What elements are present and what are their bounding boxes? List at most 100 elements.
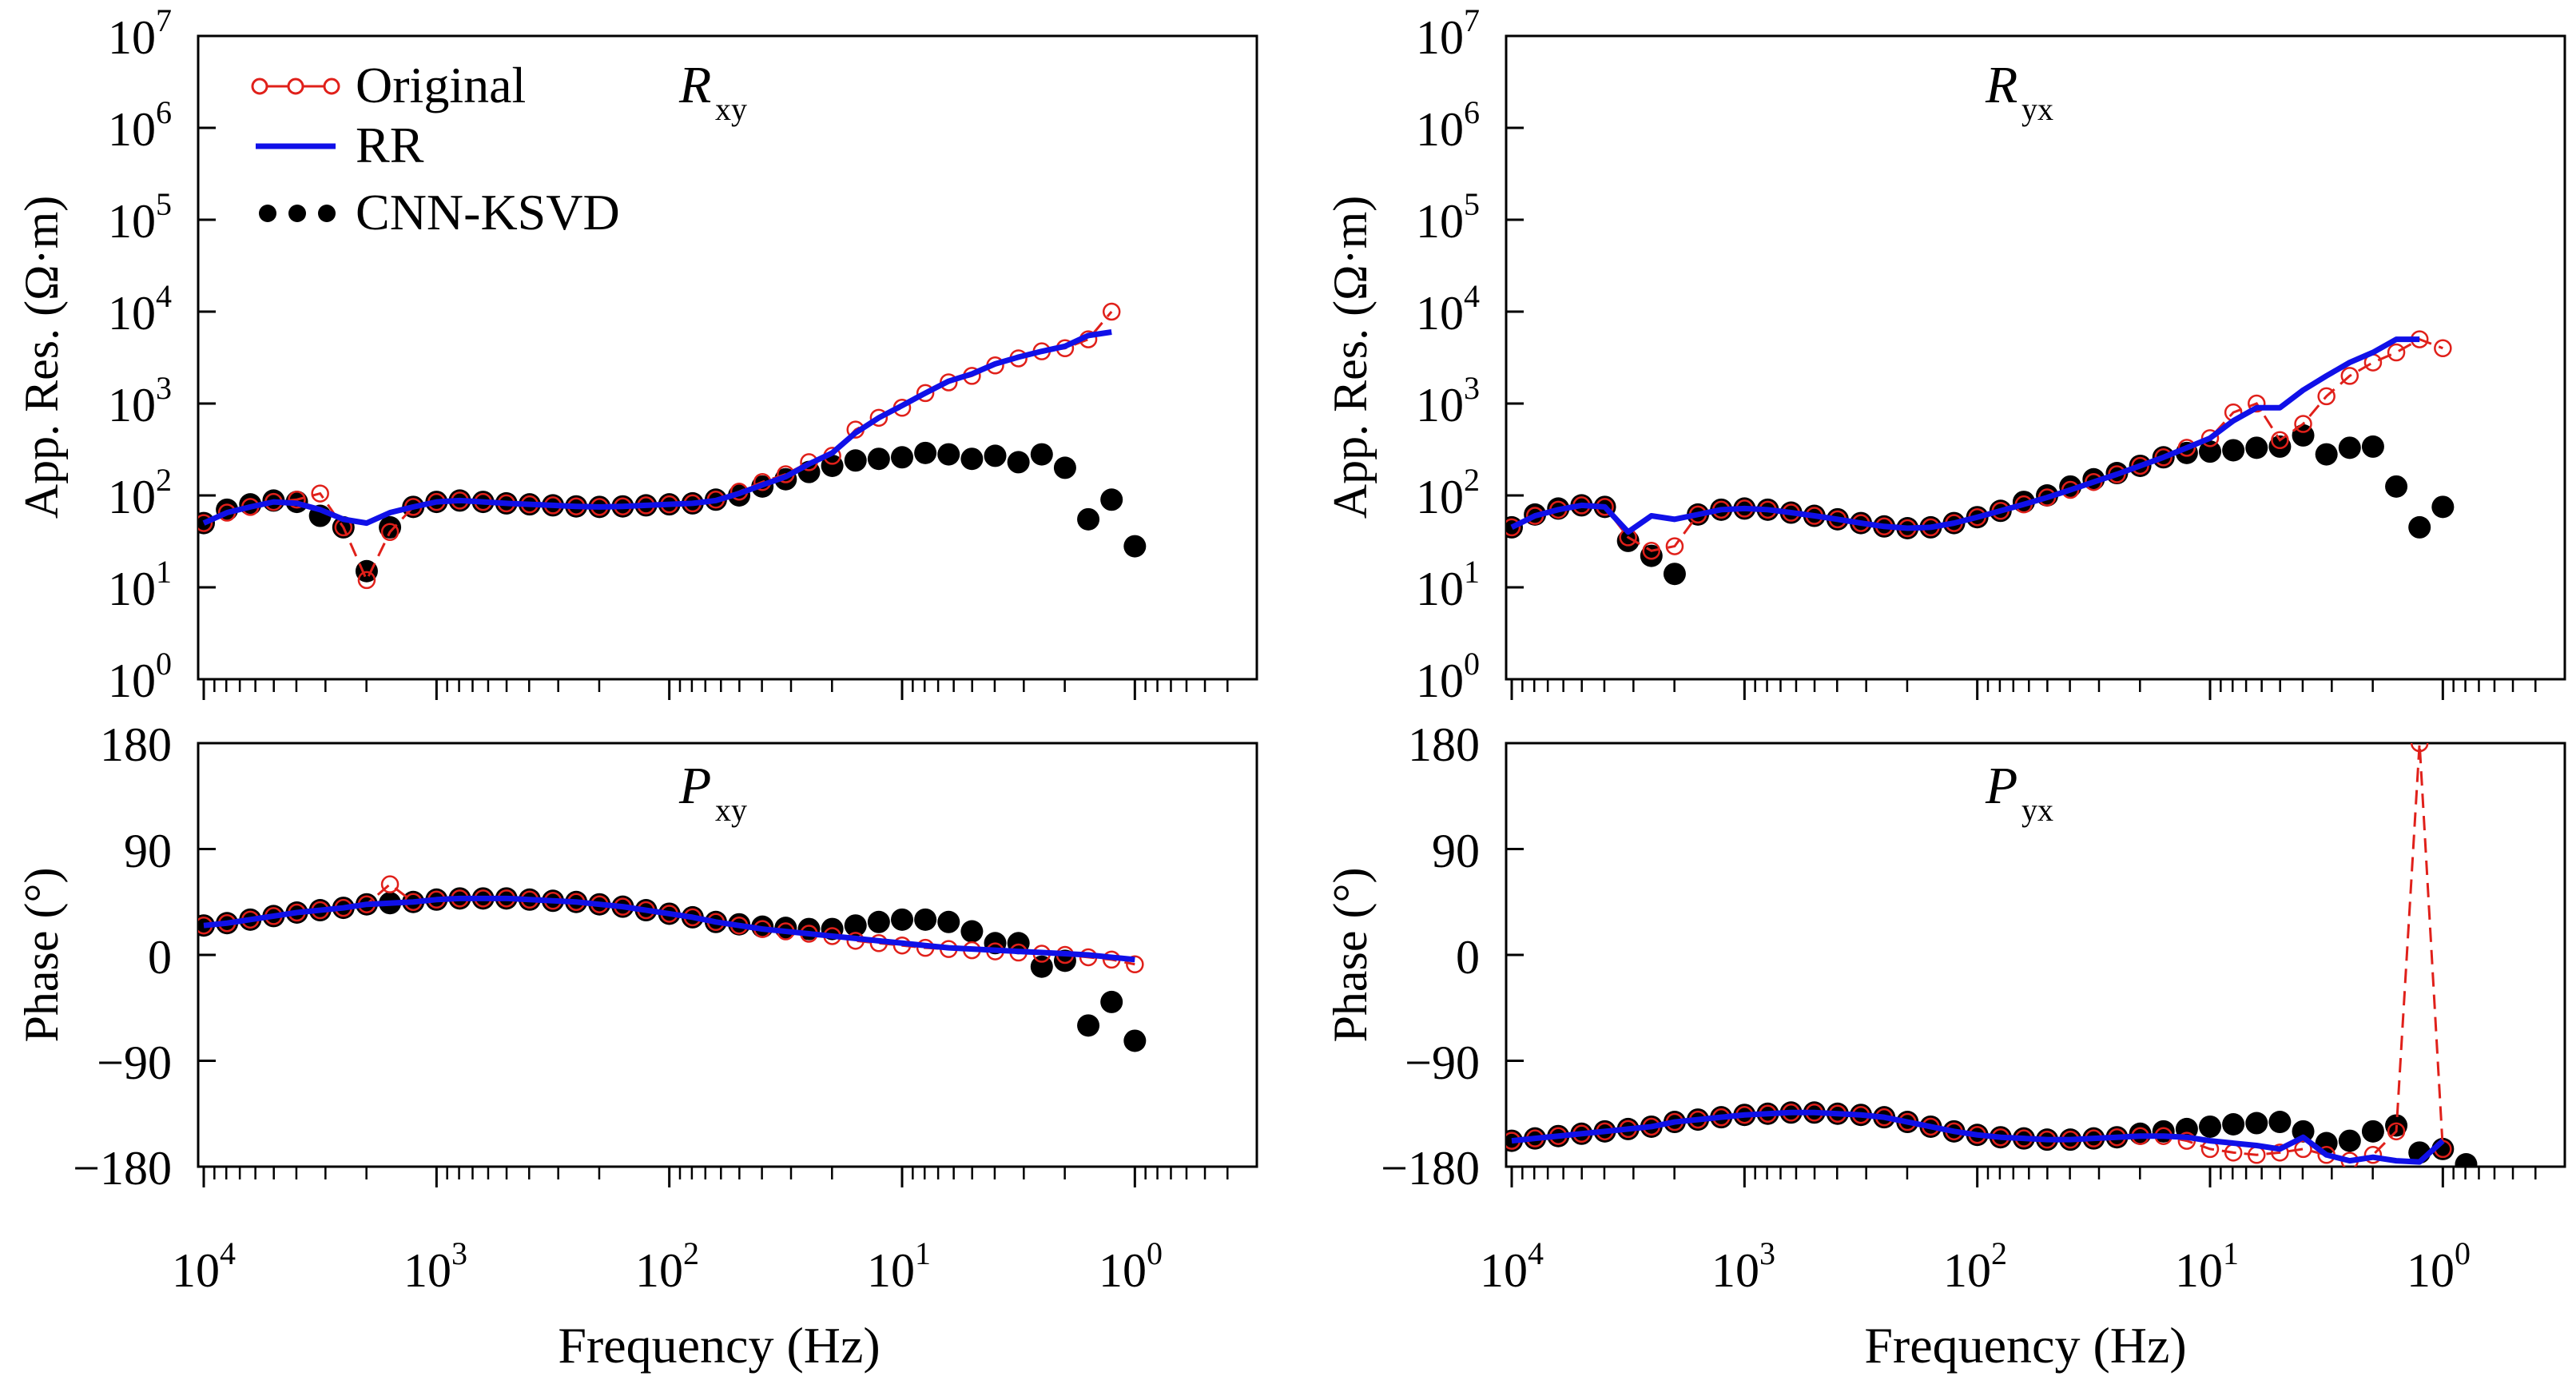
cnn-ksvd-point bbox=[937, 443, 960, 466]
legend-cnn-marker bbox=[288, 205, 306, 222]
cnn-ksvd-point bbox=[1030, 955, 1053, 978]
x-tick-exp: 4 bbox=[1528, 1235, 1544, 1271]
y-tick-exp: 1 bbox=[156, 554, 172, 590]
y-tick-exp: 4 bbox=[1464, 278, 1480, 314]
svg-text:106: 106 bbox=[108, 94, 172, 156]
svg-text:102: 102 bbox=[108, 462, 172, 523]
svg-text:102: 102 bbox=[635, 1235, 699, 1297]
y-tick-base: 10 bbox=[108, 563, 156, 615]
cnn-ksvd-point bbox=[2361, 1120, 2384, 1143]
x-tick-exp: 1 bbox=[2223, 1235, 2239, 1271]
svg-text:100: 100 bbox=[1416, 646, 1480, 707]
x-tick-exp: 4 bbox=[220, 1235, 236, 1271]
cnn-ksvd-point bbox=[2408, 515, 2431, 539]
chart-title: R bbox=[1985, 56, 2017, 114]
x-tick-labels: 104 103 102 101 100 bbox=[172, 1235, 1163, 1297]
y-tick-label: 0 bbox=[148, 931, 172, 984]
original-point bbox=[288, 491, 306, 509]
legend-cnn-label: CNN-KSVD bbox=[356, 184, 620, 241]
x-tick-base: 10 bbox=[2175, 1244, 2223, 1297]
legend: Original RR CNN-KSVD bbox=[251, 57, 620, 241]
cnn-ksvd-point bbox=[2268, 435, 2292, 458]
y-tick-base: 10 bbox=[108, 103, 156, 156]
svg-text:107: 107 bbox=[108, 2, 172, 64]
chart-title-sub: xy bbox=[715, 91, 747, 127]
y-tick-exp: 0 bbox=[1464, 646, 1480, 682]
y-tick-exp: 2 bbox=[1464, 462, 1480, 498]
original-point bbox=[311, 484, 329, 503]
chart-title-sub: xy bbox=[715, 792, 747, 828]
y-tick-label: 90 bbox=[1432, 825, 1480, 877]
x-tick-base: 10 bbox=[2407, 1244, 2455, 1297]
y-tick-label: 0 bbox=[1456, 931, 1480, 984]
original-point bbox=[2248, 394, 2266, 413]
cnn-ksvd-point bbox=[1030, 443, 1053, 466]
svg-text:104: 104 bbox=[172, 1235, 236, 1297]
original-point bbox=[2294, 1139, 2312, 1159]
y-tick-label: −180 bbox=[1381, 1142, 1480, 1195]
y-tick-exp: 6 bbox=[1464, 94, 1480, 130]
original-line bbox=[203, 311, 1113, 583]
original-point bbox=[869, 408, 888, 428]
y-tick-exp: 7 bbox=[1464, 2, 1480, 38]
series-group-phase_yx bbox=[1506, 743, 2478, 1167]
x-axis-label: Frequency (Hz) bbox=[558, 1317, 880, 1374]
svg-text:104: 104 bbox=[108, 278, 172, 340]
cnn-ksvd-point bbox=[2315, 443, 2338, 466]
cnn-ksvd-point bbox=[2338, 1129, 2361, 1152]
y-tick-labels: 180 90 0 −90 −180 bbox=[73, 718, 172, 1195]
series-group-res_xy bbox=[198, 302, 1147, 590]
x-tick-exp: 3 bbox=[451, 1235, 467, 1271]
cnn-ksvd-point bbox=[1123, 535, 1147, 558]
original-point bbox=[2200, 429, 2220, 447]
y-tick-label: 180 bbox=[1408, 718, 1480, 771]
x-tick-exp: 3 bbox=[1759, 1235, 1775, 1271]
cnn-ksvd-point bbox=[867, 910, 890, 933]
cnn-ksvd-point bbox=[891, 908, 913, 931]
y-tick-base: 10 bbox=[1416, 471, 1464, 523]
original-point bbox=[2271, 431, 2289, 450]
chart-title-sub: yx bbox=[2021, 792, 2053, 828]
cnn-ksvd-point bbox=[2222, 439, 2245, 462]
x-axis-label: Frequency (Hz) bbox=[1864, 1317, 2186, 1374]
original-point bbox=[380, 523, 400, 542]
plot-frame bbox=[1505, 34, 2566, 681]
original-point bbox=[916, 384, 935, 403]
cnn-ksvd-point bbox=[2245, 1112, 2268, 1135]
cnn-ksvd-point bbox=[1007, 451, 1030, 474]
x-tick-base: 10 bbox=[1943, 1244, 1991, 1297]
original-point bbox=[2434, 339, 2452, 358]
original-point bbox=[2294, 415, 2312, 433]
legend-original-marker bbox=[323, 78, 340, 95]
cnn-ksvd-point bbox=[1077, 507, 1100, 531]
svg-text:103: 103 bbox=[108, 370, 172, 432]
x-tick-base: 10 bbox=[403, 1244, 451, 1297]
original-point bbox=[2387, 343, 2406, 362]
chart-title: P bbox=[678, 757, 711, 815]
original-point bbox=[2340, 367, 2359, 385]
cnn-ksvd-point bbox=[2361, 435, 2384, 458]
y-tick-exp: 3 bbox=[1464, 370, 1480, 406]
original-point bbox=[1642, 541, 1661, 560]
svg-text:104: 104 bbox=[1480, 1235, 1544, 1297]
svg-text:103: 103 bbox=[403, 1235, 467, 1297]
svg-text:105: 105 bbox=[108, 186, 172, 248]
x-tick-labels: 104 103 102 101 100 bbox=[1480, 1235, 2471, 1297]
svg-text:107: 107 bbox=[1416, 2, 1480, 64]
svg-text:101: 101 bbox=[108, 554, 172, 615]
cnn-ksvd-point bbox=[2385, 475, 2408, 498]
y-tick-labels: 100 101 102 103 104 105 106 107 bbox=[1416, 2, 1480, 707]
cnn-ksvd-point bbox=[914, 441, 937, 464]
plot-frame bbox=[197, 34, 1258, 681]
y-tick-base: 10 bbox=[108, 195, 156, 248]
cnn-ksvd-point bbox=[2338, 436, 2361, 459]
svg-text:100: 100 bbox=[1099, 1235, 1163, 1297]
original-line bbox=[1511, 743, 2444, 1163]
svg-text:100: 100 bbox=[108, 646, 172, 707]
legend-cnn-marker bbox=[259, 205, 276, 222]
svg-text:101: 101 bbox=[867, 1235, 931, 1297]
y-tick-base: 10 bbox=[1416, 11, 1464, 64]
x-tick-exp: 0 bbox=[1147, 1235, 1163, 1271]
